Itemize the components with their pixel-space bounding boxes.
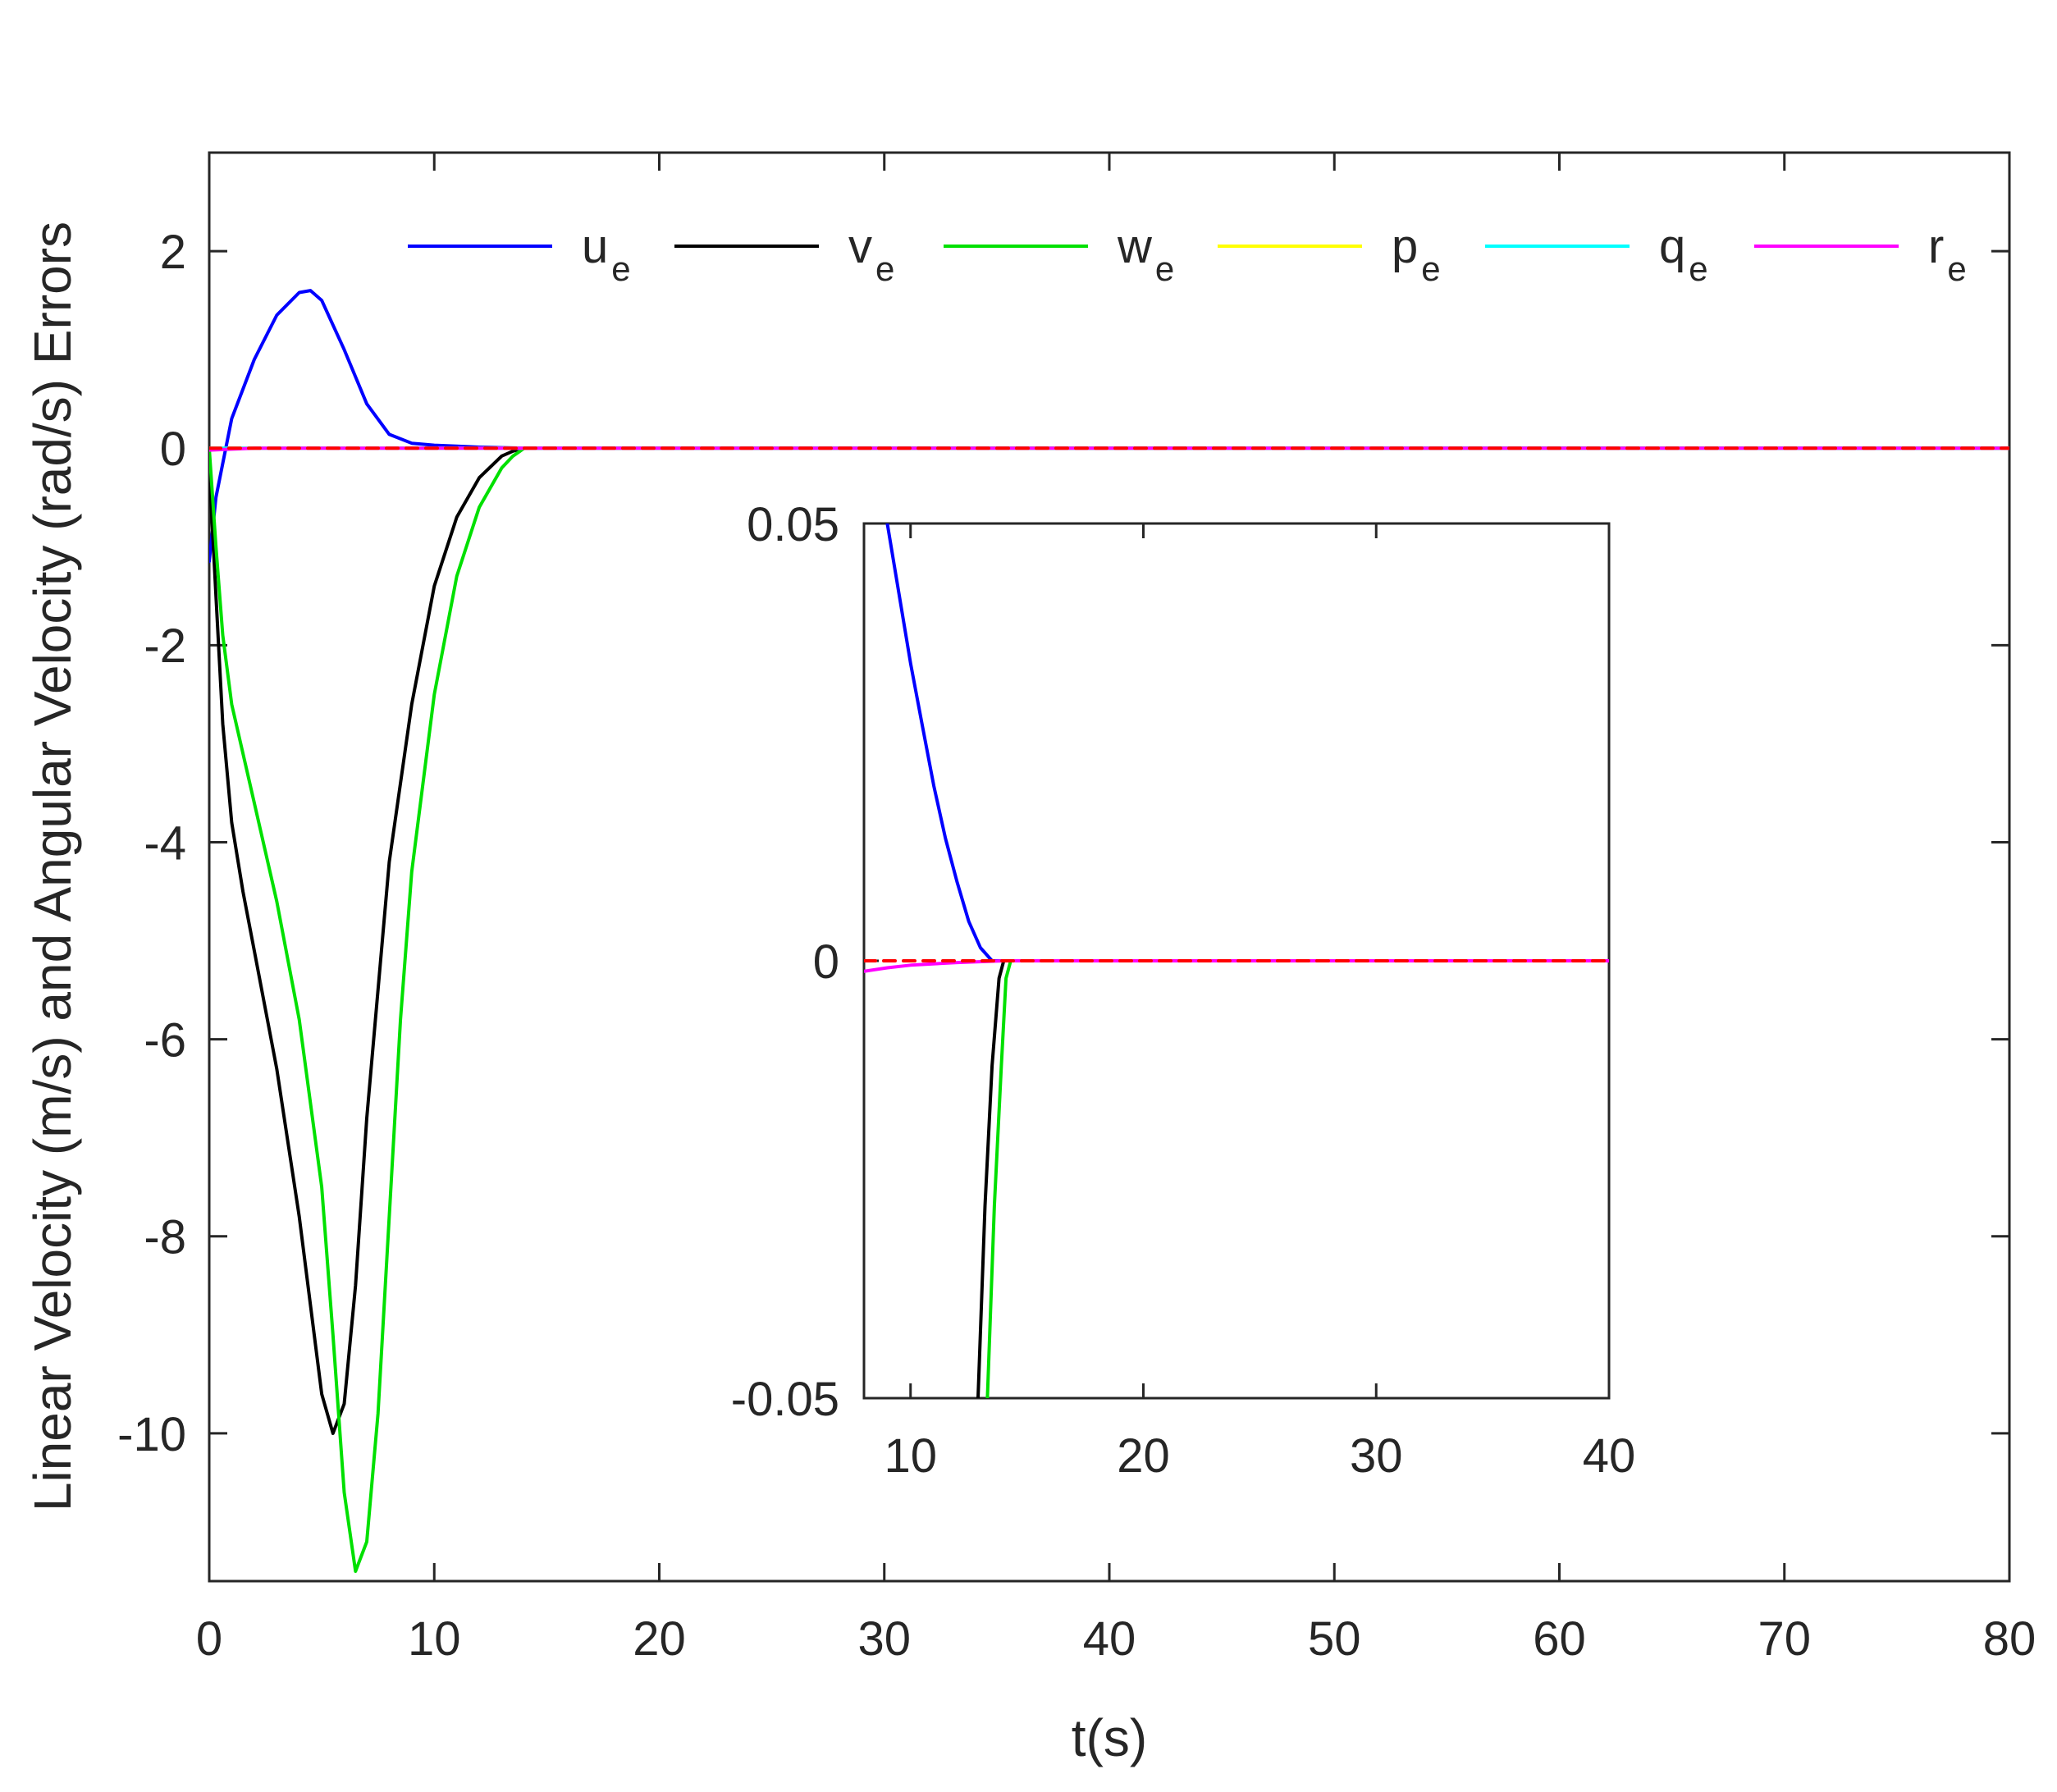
legend-item-w: we	[944, 220, 1174, 288]
x-tick-label: 30	[857, 1612, 911, 1666]
legend-item-r: re	[1754, 220, 1967, 288]
inset-lines	[864, 523, 1609, 1398]
x-tick-label: 60	[1533, 1612, 1586, 1666]
series-line-w	[209, 446, 2009, 1573]
legend-label: re	[1928, 220, 1967, 288]
x-tick-label: 20	[1117, 1429, 1170, 1483]
y-tick-label: -10	[117, 1408, 186, 1461]
y-axis-label: Linear Velocity (m/s) and Angular Veloci…	[23, 222, 82, 1511]
series-group	[864, 523, 1609, 1398]
y-tick-label: 0	[813, 935, 839, 989]
x-axis-label: t(s)	[1072, 1708, 1147, 1767]
y-tick-label: 0.05	[747, 498, 839, 551]
x-tick-label: 10	[408, 1612, 461, 1666]
inset-axes: 10 20 30 40 0.05 0 -0.05	[731, 498, 1635, 1483]
x-tick-label: 50	[1308, 1612, 1361, 1666]
x-tick-label: 40	[1083, 1612, 1136, 1666]
x-tick-label: 10	[884, 1429, 937, 1483]
y-tick-label: -6	[144, 1014, 186, 1067]
legend-label: ue	[582, 220, 631, 288]
y-tick-label: -4	[144, 816, 186, 870]
legend-label: ve	[848, 220, 894, 288]
legend-item-v: ve	[674, 220, 894, 288]
inset-ticks: 10 20 30 40 0.05 0 -0.05	[731, 498, 1635, 1483]
series-group	[209, 289, 2009, 1573]
legend: ue ve we pe qe re	[408, 220, 1967, 288]
main-lines	[209, 289, 2009, 1573]
x-tick-label: 80	[1983, 1612, 2036, 1666]
legend-item-u: ue	[408, 220, 631, 288]
legend-label: qe	[1659, 220, 1708, 288]
legend-item-q: qe	[1485, 220, 1708, 288]
y-tick-label: -2	[144, 619, 186, 673]
y-tick-label: -0.05	[731, 1373, 839, 1426]
legend-label: we	[1117, 220, 1174, 288]
x-tick-label: 40	[1583, 1429, 1636, 1483]
legend-label: pe	[1392, 220, 1441, 288]
x-tick-label: 70	[1758, 1612, 1811, 1666]
y-tick-label: -8	[144, 1211, 186, 1264]
y-tick-label: 0	[160, 423, 186, 476]
series-line-v	[209, 446, 2009, 1435]
x-tick-label: 30	[1350, 1429, 1403, 1483]
x-tick-label: 0	[196, 1612, 222, 1666]
legend-item-p: pe	[1218, 220, 1441, 288]
y-tick-label: 2	[160, 226, 186, 279]
x-tick-label: 20	[633, 1612, 686, 1666]
